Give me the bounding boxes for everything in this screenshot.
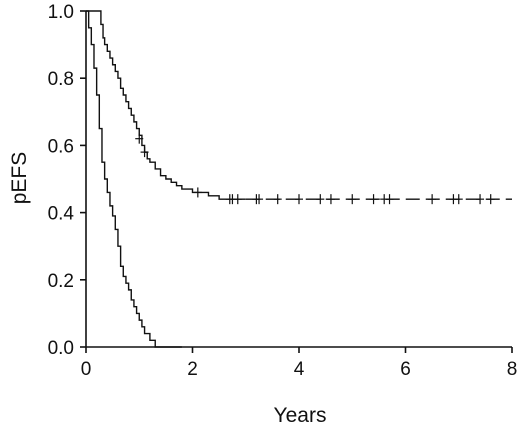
y-axis-title: pEFS: [8, 152, 31, 205]
x-ticks: 0 2 4 6 8: [81, 347, 518, 380]
survival-step-line: [86, 10, 182, 348]
x-tick-label: 2: [187, 359, 198, 380]
series-2: [86, 10, 182, 348]
x-tick-label: 4: [294, 359, 305, 380]
x-tick-label: 0: [81, 359, 92, 380]
y-tick-label: 1.0: [48, 2, 74, 23]
y-tick-label: 0.6: [48, 136, 74, 157]
series-1: [86, 10, 512, 205]
x-tick-label: 8: [507, 359, 518, 380]
axes: [85, 11, 512, 348]
y-tick-label: 0.0: [48, 338, 74, 359]
y-ticks: 0.0 0.2 0.4 0.6 0.8 1.0: [48, 2, 86, 359]
x-axis-title: Years: [274, 404, 327, 427]
y-tick-label: 0.2: [48, 271, 74, 292]
survival-step-line: [86, 10, 246, 200]
x-tick-label: 6: [400, 359, 411, 380]
y-tick-label: 0.8: [48, 69, 74, 90]
series-layer: [86, 10, 512, 348]
y-tick-label: 0.4: [48, 204, 75, 225]
